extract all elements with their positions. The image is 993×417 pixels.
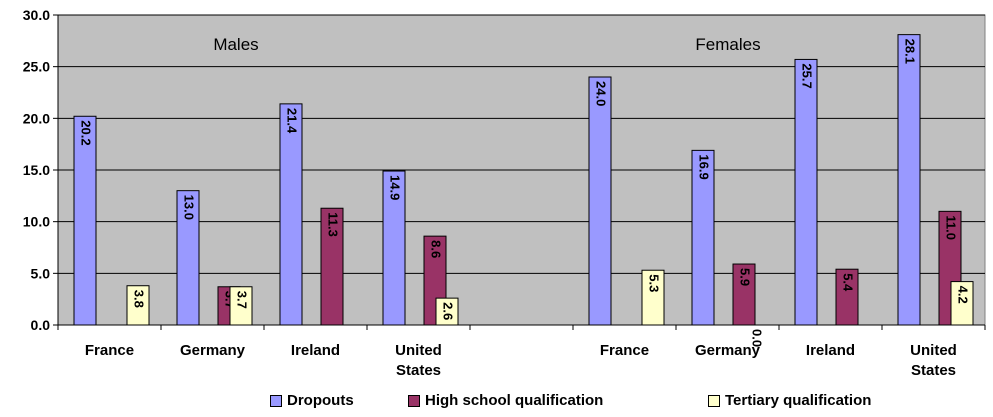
- data-label: 8.6: [429, 240, 444, 258]
- legend-item: High school qualification: [408, 392, 603, 409]
- y-tick-label: 30.0: [23, 7, 50, 23]
- bar-tertiary-qualification: [641, 269, 665, 326]
- data-label: 13.0: [182, 195, 197, 220]
- data-label: 25.7: [800, 63, 815, 88]
- bar-dropouts: [176, 190, 200, 326]
- bar-high-school-qualification: [835, 268, 859, 326]
- bar-tertiary-qualification: [229, 286, 253, 326]
- data-label: 11.0: [944, 215, 959, 240]
- legend-label: Dropouts: [287, 392, 354, 409]
- bar-dropouts: [897, 34, 921, 326]
- group-label-females: Females: [695, 35, 760, 54]
- bar-tertiary-qualification: [950, 281, 974, 326]
- bar-tertiary-qualification: [126, 285, 150, 326]
- bar-dropouts: [73, 115, 97, 326]
- data-label: 24.0: [594, 81, 609, 106]
- x-category-label: Ireland: [291, 342, 340, 359]
- data-label: 4.2: [956, 286, 971, 304]
- legend-swatch: [408, 394, 420, 407]
- data-label: 5.3: [647, 274, 662, 292]
- x-category-label: United States: [395, 342, 442, 379]
- data-label: 21.4: [285, 108, 300, 134]
- data-label: 28.1: [903, 39, 918, 64]
- bar-high-school-qualification: [732, 263, 756, 326]
- bar-dropouts: [691, 149, 715, 326]
- y-tick-label: 15.0: [23, 162, 50, 178]
- y-tick-label: 10.0: [23, 214, 50, 230]
- x-category-label: United States: [910, 342, 957, 379]
- data-label: 3.8: [132, 290, 147, 308]
- legend-swatch: [708, 394, 720, 407]
- data-label: 5.9: [738, 268, 753, 286]
- bar-chart: 0.0 5.0 10.0 15.0 20.0 25.0 30.0 France Germany I…: [23, 7, 986, 379]
- data-label: 16.9: [697, 154, 712, 179]
- legend-label: Tertiary qualification: [725, 392, 872, 409]
- data-label: 3.7: [235, 291, 250, 309]
- y-tick-label: 5.0: [31, 265, 51, 281]
- legend-label: High school qualification: [425, 392, 604, 409]
- bar-dropouts: [279, 103, 303, 326]
- x-category-label: Germany: [180, 342, 246, 359]
- bar-high-school-qualification: [320, 207, 344, 326]
- x-category-label: France: [85, 342, 134, 359]
- legend-item: Dropouts: [270, 392, 354, 409]
- bar-dropouts: [382, 170, 406, 326]
- data-label: 2.6: [441, 302, 456, 320]
- chart-legend: Dropouts High school qualification Tertiar…: [0, 388, 993, 412]
- y-tick-label: 20.0: [23, 110, 50, 126]
- data-label: 14.9: [388, 175, 403, 200]
- bar-dropouts: [588, 76, 612, 326]
- data-label: 5.4: [841, 273, 856, 292]
- bar-tertiary-qualification: [435, 297, 459, 326]
- legend-swatch: [270, 394, 282, 407]
- data-label: 20.2: [79, 120, 94, 145]
- y-tick-label: 0.0: [31, 317, 51, 333]
- y-tick-label: 25.0: [23, 59, 50, 75]
- bar-dropouts: [794, 58, 818, 326]
- x-category-label: Ireland: [806, 342, 855, 359]
- data-label: 0.0: [750, 329, 765, 347]
- data-label: 11.3: [326, 212, 341, 237]
- x-category-label: Germany: [695, 342, 761, 359]
- x-category-label: France: [600, 342, 649, 359]
- legend-item: Tertiary qualification: [708, 392, 871, 409]
- group-label-males: Males: [213, 35, 258, 54]
